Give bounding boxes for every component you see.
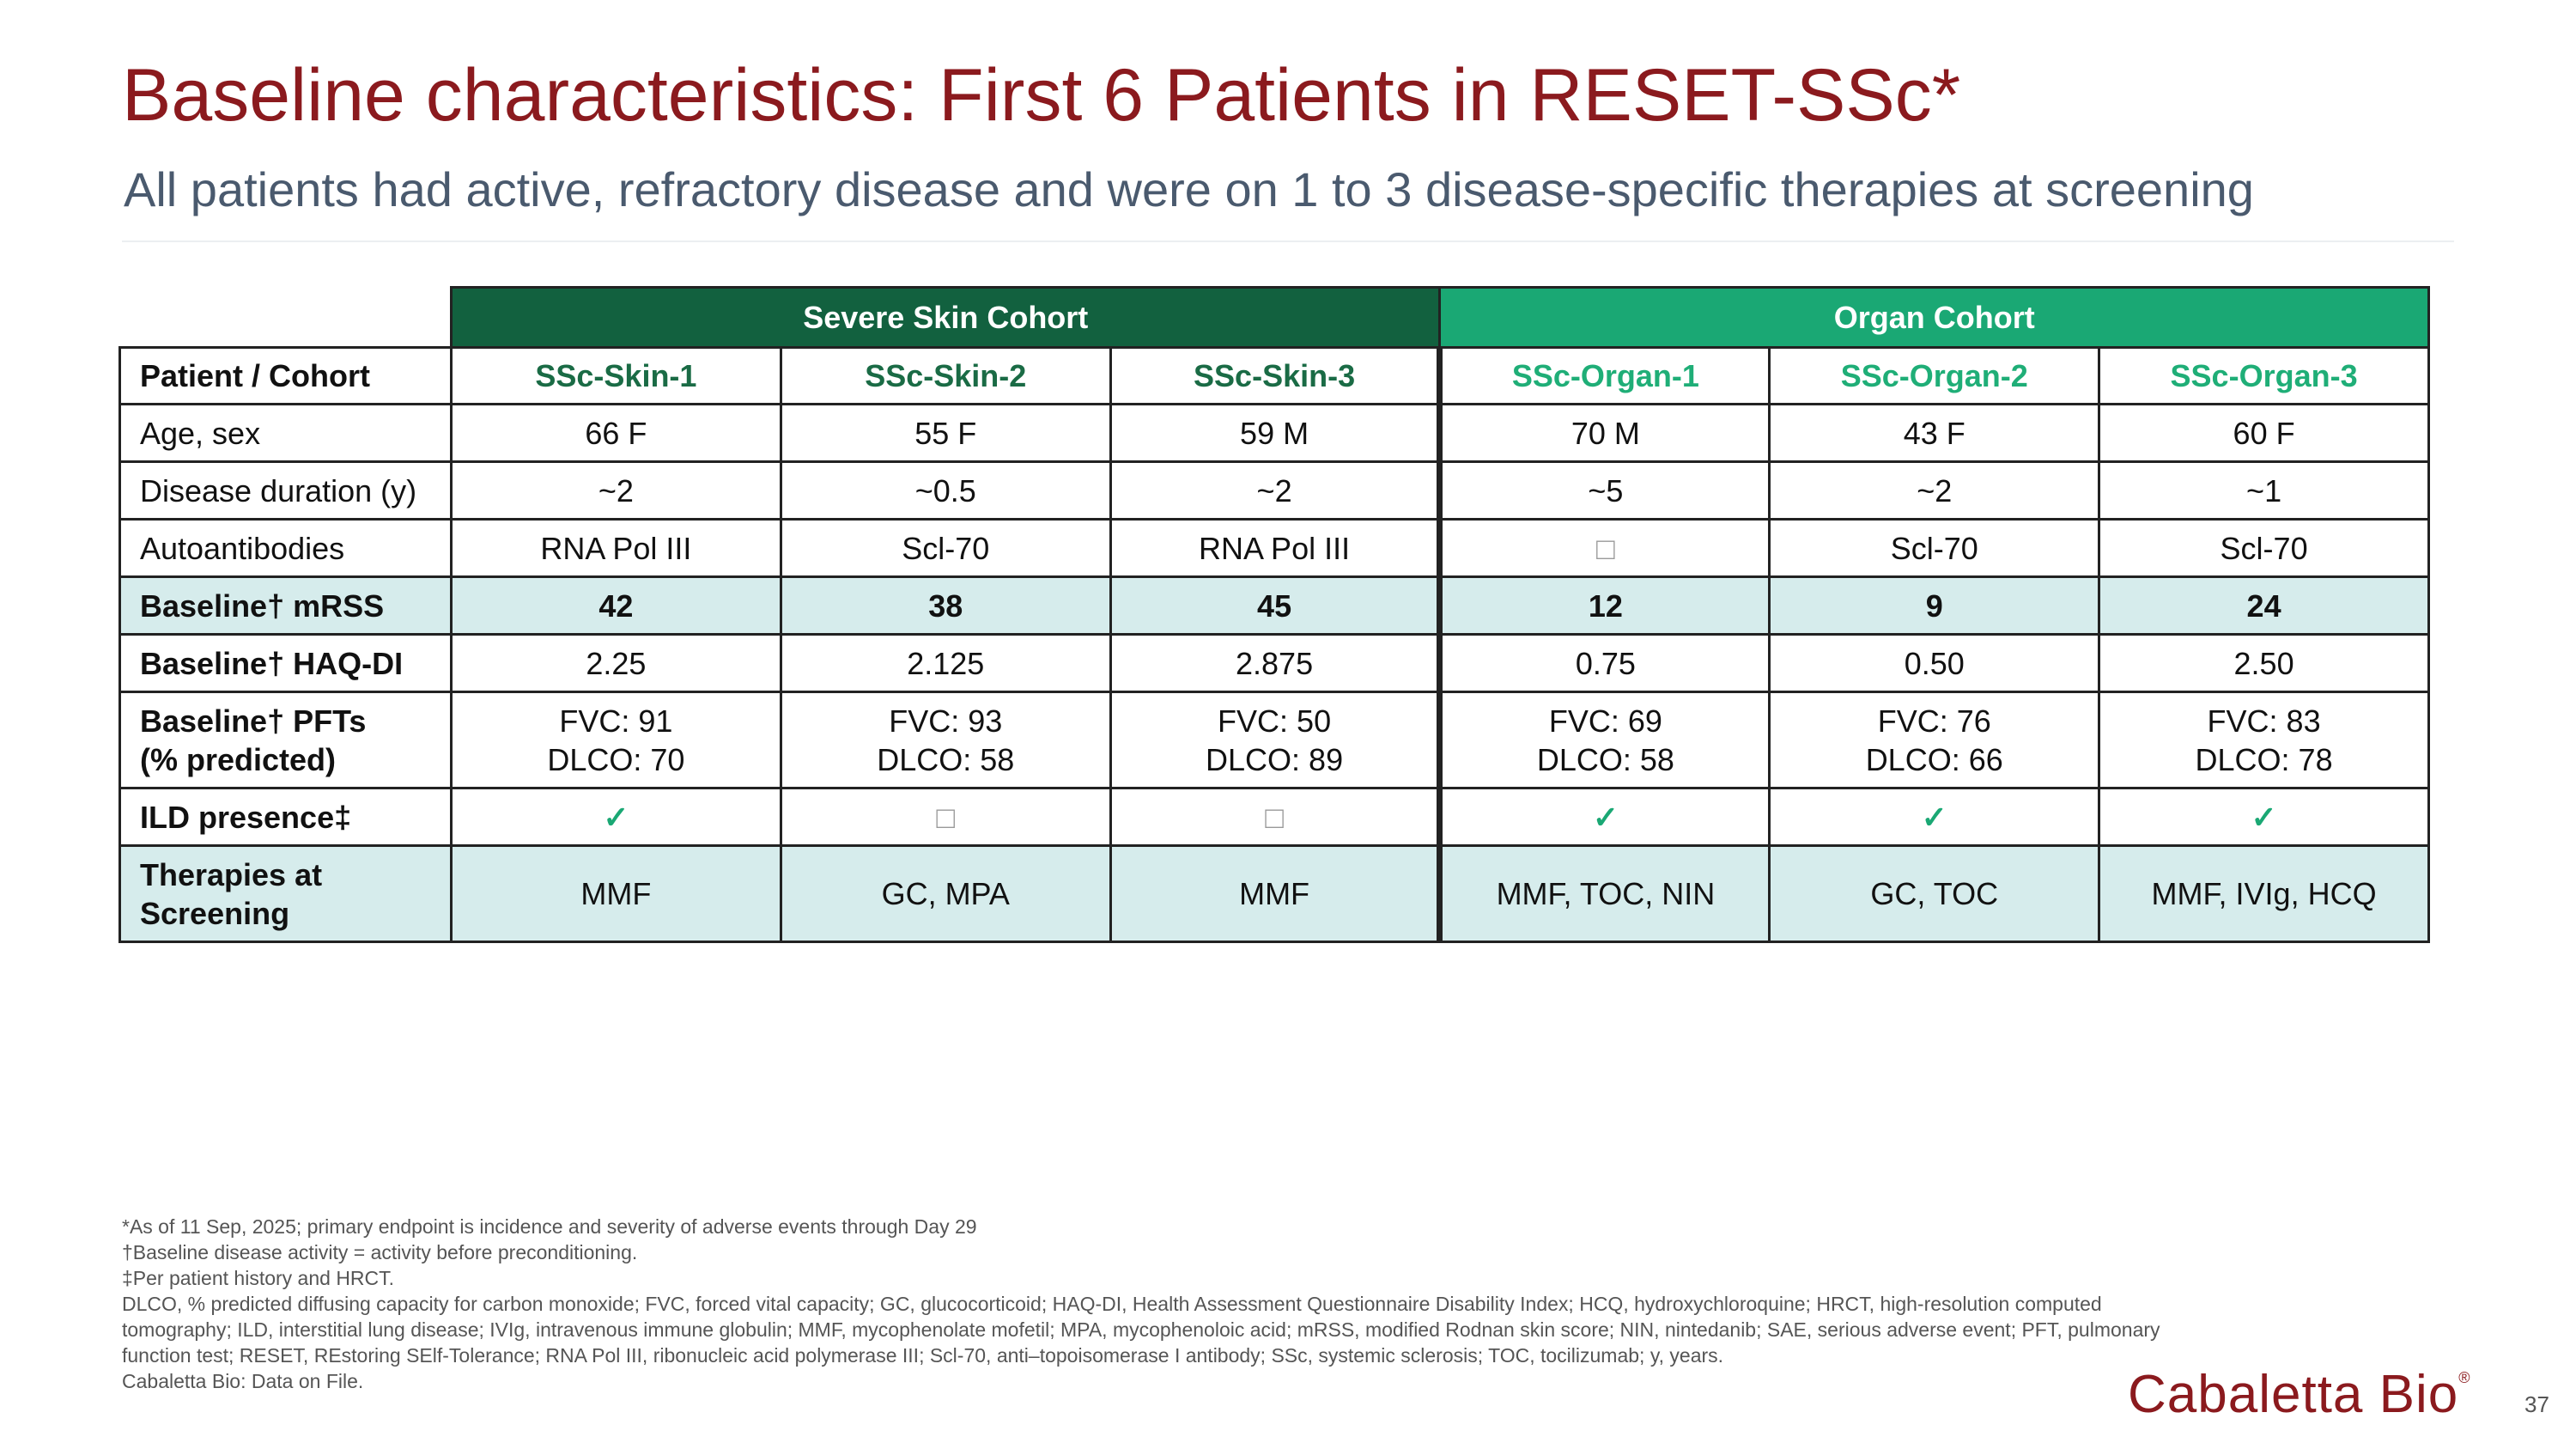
cell: 38 [779, 575, 1112, 636]
divider [122, 240, 2454, 242]
table-row: Baseline† PFTs (% predicted) FVC: 91 DLCO… [118, 691, 2430, 789]
cell: MMF [450, 844, 782, 943]
column-header: SSc-Organ-1 [1437, 346, 1771, 405]
table-row: Therapies at Screening MMF GC, MPA MMF MMF, … [118, 844, 2430, 943]
footnote: *As of 11 Sep, 2025; primary endpoint is… [122, 1215, 977, 1238]
footnote: ‡Per patient history and HRCT. [122, 1267, 395, 1289]
cell: □ [779, 787, 1112, 847]
cell: MMF, TOC, NIN [1437, 844, 1771, 943]
column-header: SSc-Organ-2 [1768, 346, 2101, 405]
cell: FVC: 83 DLCO: 78 [2098, 691, 2430, 789]
column-header: SSc-Organ-3 [2098, 346, 2430, 405]
column-header: SSc-Skin-1 [450, 346, 782, 405]
cell: ✓ [450, 787, 782, 847]
cell: ~2 [1109, 460, 1442, 521]
table-row: Autoantibodies RNA Pol III Scl-70 RNA Pol I… [118, 518, 2430, 578]
cell: GC, MPA [779, 844, 1112, 943]
cell: MMF, IVIg, HCQ [2098, 844, 2430, 943]
column-header: SSc-Skin-3 [1109, 346, 1442, 405]
cell: FVC: 91 DLCO: 70 [450, 691, 782, 789]
cell: 2.875 [1109, 633, 1442, 693]
cell: ✓ [2098, 787, 2430, 847]
title: Baseline characteristics: First 6 Patien… [122, 54, 1961, 137]
row-header: Patient / Cohort [118, 346, 453, 405]
row-label: Therapies at Screening [118, 844, 453, 943]
subtitle: All patients had active, refractory dise… [124, 162, 2254, 216]
logo-text: Cabaletta Bio [2128, 1365, 2459, 1424]
logo-mark: ® [2458, 1369, 2471, 1386]
row-label: Baseline† HAQ-DI [118, 633, 453, 693]
cell: □ [1437, 518, 1771, 578]
cell: 43 F [1768, 403, 2101, 463]
cell: ✓ [1437, 787, 1771, 847]
cell: 70 M [1437, 403, 1771, 463]
cell: FVC: 69 DLCO: 58 [1437, 691, 1771, 789]
row-label: ILD presence‡ [118, 787, 453, 847]
group-header: Severe Skin Cohort [449, 286, 1442, 349]
cell: □ [1109, 787, 1442, 847]
footnote: Cabaletta Bio: Data on File. [122, 1370, 364, 1392]
cell: 42 [450, 575, 782, 636]
cell: FVC: 76 DLCO: 66 [1768, 691, 2101, 789]
cell: 66 F [450, 403, 782, 463]
row-label: Baseline† mRSS [118, 575, 453, 636]
cell: ~2 [450, 460, 782, 521]
cell: 0.50 [1768, 633, 2101, 693]
table: Severe Skin Cohort Organ Cohort Patient / … [118, 286, 2430, 943]
cell: 2.125 [779, 633, 1112, 693]
logo: Cabaletta Bio® [2128, 1364, 2471, 1425]
cell: 2.50 [2098, 633, 2430, 693]
cell: 24 [2098, 575, 2430, 636]
cell: Scl-70 [1768, 518, 2101, 578]
row-label: Age, sex [118, 403, 453, 463]
table-row: Baseline† mRSS 42 38 45 12 9 24 [118, 575, 2430, 636]
cell: ✓ [1768, 787, 2101, 847]
cell: ~5 [1437, 460, 1771, 521]
cell: FVC: 93 DLCO: 58 [779, 691, 1112, 789]
cell: Scl-70 [779, 518, 1112, 578]
cell: ~0.5 [779, 460, 1112, 521]
footnotes: *As of 11 Sep, 2025; primary endpoint is… [122, 1214, 2183, 1394]
cell: RNA Pol III [1109, 518, 1442, 578]
footnote: †Baseline disease activity = activity be… [122, 1241, 638, 1263]
group-header: Organ Cohort [1438, 286, 2430, 349]
cell: 9 [1768, 575, 2101, 636]
table-row: Disease duration (y) ~2 ~0.5 ~2 ~5 ~2 ~1 [118, 460, 2430, 521]
header-row: Patient / Cohort SSc-Skin-1 SSc-Skin-2 SSc-… [118, 346, 2430, 405]
cell: MMF [1109, 844, 1442, 943]
cell: 0.75 [1437, 633, 1771, 693]
blank-cell [119, 287, 452, 349]
column-header: SSc-Skin-2 [779, 346, 1112, 405]
table-row: Age, sex 66 F 55 F 59 M 70 M 43 F 60 F [118, 403, 2430, 463]
cell: 2.25 [450, 633, 782, 693]
table-row: ILD presence‡ ✓ □ □ ✓ ✓ ✓ [118, 787, 2430, 847]
cell: Scl-70 [2098, 518, 2430, 578]
row-label: Autoantibodies [118, 518, 453, 578]
cell: 59 M [1109, 403, 1442, 463]
row-label: Disease duration (y) [118, 460, 453, 521]
cell: ~1 [2098, 460, 2430, 521]
group-row: Severe Skin Cohort Organ Cohort [119, 286, 2430, 349]
cell: 12 [1437, 575, 1771, 636]
table-row: Baseline† HAQ-DI 2.25 2.125 2.875 0.75 0.50 2.… [118, 633, 2430, 693]
footnote: DLCO, % predicted diffusing capacity for… [122, 1293, 2160, 1367]
page-number: 37 [2524, 1391, 2549, 1417]
row-label: Baseline† PFTs (% predicted) [118, 691, 453, 789]
cell: GC, TOC [1768, 844, 2101, 943]
cell: 60 F [2098, 403, 2430, 463]
cell: FVC: 50 DLCO: 89 [1109, 691, 1442, 789]
cell: 45 [1109, 575, 1442, 636]
cell: 55 F [779, 403, 1112, 463]
cell: RNA Pol III [450, 518, 782, 578]
cell: ~2 [1768, 460, 2101, 521]
